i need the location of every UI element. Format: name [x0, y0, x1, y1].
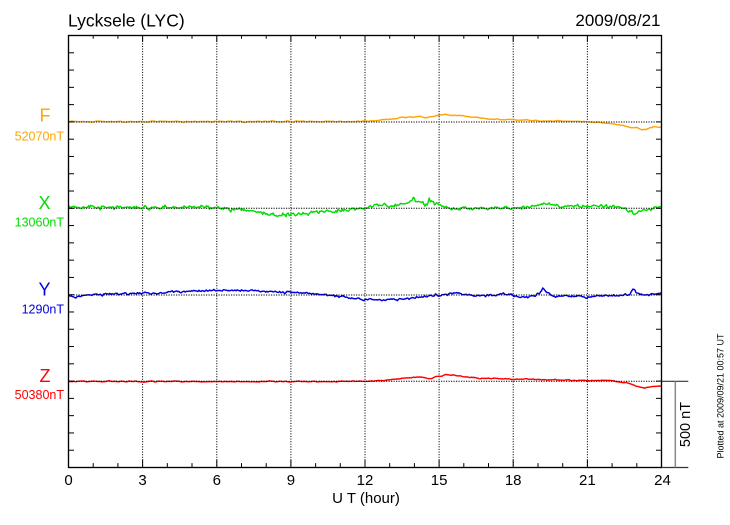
svg-text:13060nT: 13060nT	[15, 216, 65, 230]
svg-text:Z: Z	[40, 366, 51, 386]
svg-text:15: 15	[431, 472, 448, 489]
svg-text:9: 9	[287, 472, 295, 489]
svg-text:500 nT: 500 nT	[678, 402, 694, 447]
svg-text:18: 18	[505, 472, 522, 489]
svg-text:3: 3	[138, 472, 146, 489]
svg-text:X: X	[38, 193, 50, 213]
svg-text:24: 24	[654, 472, 671, 489]
svg-text:21: 21	[579, 472, 596, 489]
svg-text:Lycksele (LYC): Lycksele (LYC)	[68, 11, 185, 31]
svg-text:0: 0	[64, 472, 72, 489]
svg-text:52070nT: 52070nT	[15, 130, 65, 144]
svg-text:50380nT: 50380nT	[15, 388, 65, 402]
svg-text:6: 6	[213, 472, 221, 489]
svg-text:Y: Y	[38, 279, 50, 299]
svg-text:Plotted at 2009/09/21 00:57 UT: Plotted at 2009/09/21 00:57 UT	[716, 333, 726, 459]
svg-text:2009/08/21: 2009/08/21	[575, 11, 660, 30]
svg-text:1290nT: 1290nT	[22, 302, 65, 316]
svg-text:U T (hour): U T (hour)	[332, 490, 400, 507]
svg-text:F: F	[40, 106, 51, 126]
svg-text:12: 12	[357, 472, 374, 489]
